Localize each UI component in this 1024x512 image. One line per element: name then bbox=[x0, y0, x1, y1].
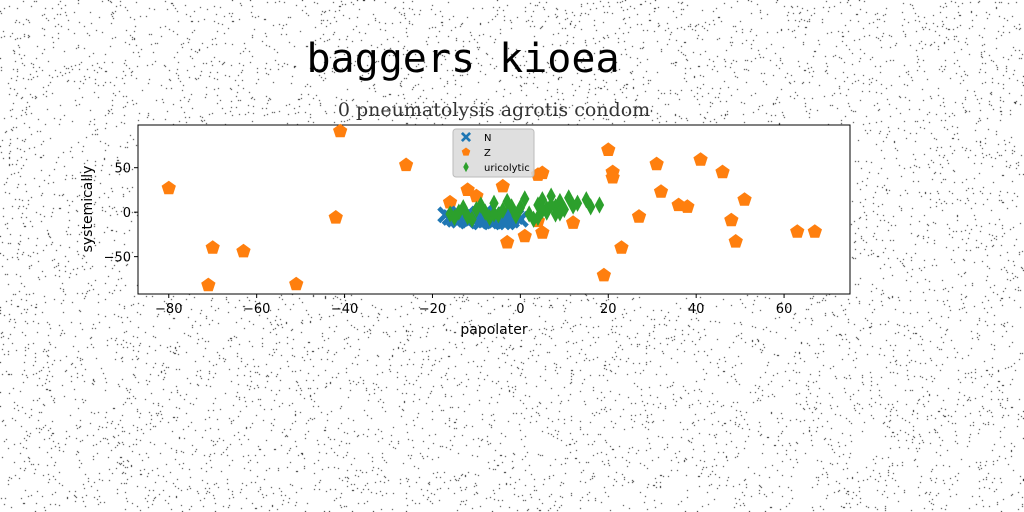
x-tick-label: −40 bbox=[331, 302, 358, 317]
data-point-z bbox=[653, 184, 669, 198]
data-point-uricolytic bbox=[445, 205, 455, 223]
chart-subtitle: 0 pneumatolysis agrotis condom bbox=[338, 99, 650, 121]
data-point-z bbox=[495, 178, 510, 193]
x-axis-label: papolater bbox=[460, 322, 527, 338]
data-point-z bbox=[693, 152, 708, 166]
legend-box bbox=[452, 128, 535, 178]
data-point-z bbox=[601, 142, 616, 156]
x-tick-label: −60 bbox=[243, 302, 270, 317]
x-tick-label: −20 bbox=[419, 302, 446, 317]
data-point-uricolytic bbox=[524, 205, 534, 223]
data-point-z bbox=[649, 156, 664, 171]
data-point-uricolytic bbox=[489, 205, 499, 223]
legend-label: N bbox=[484, 133, 491, 144]
data-point-uricolytic bbox=[467, 210, 477, 228]
data-point-uricolytic bbox=[506, 198, 517, 216]
data-point-z bbox=[201, 277, 216, 292]
data-point-z bbox=[724, 212, 739, 227]
data-point-uricolytic bbox=[476, 196, 486, 214]
data-point-z bbox=[790, 224, 805, 238]
data-point-uricolytic bbox=[502, 192, 512, 211]
y-tick-label: 50 bbox=[114, 162, 131, 177]
data-point-uricolytic bbox=[480, 203, 490, 221]
chart-title: baggers kioea bbox=[306, 36, 619, 82]
data-point-uricolytic bbox=[520, 190, 530, 208]
data-point-z bbox=[680, 199, 695, 213]
data-point-z bbox=[737, 192, 752, 206]
data-point-z bbox=[517, 228, 532, 243]
legend-label: uricolytic bbox=[484, 163, 530, 174]
data-point-uricolytic bbox=[449, 208, 460, 227]
data-point-z bbox=[333, 123, 348, 138]
data-point-z bbox=[631, 209, 647, 223]
data-point-z bbox=[596, 267, 611, 282]
legend-marker-uricolytic bbox=[463, 161, 469, 173]
x-tick-label: −80 bbox=[155, 302, 182, 317]
x-tick-label: 40 bbox=[688, 302, 705, 317]
data-point-uricolytic bbox=[537, 201, 547, 220]
data-point-uricolytic bbox=[568, 197, 578, 215]
data-point-z bbox=[500, 234, 515, 249]
data-point-uricolytic bbox=[555, 204, 565, 222]
legend-label: Z bbox=[484, 148, 491, 159]
data-point-z bbox=[605, 170, 620, 184]
data-point-uricolytic bbox=[546, 187, 556, 205]
data-point-z bbox=[715, 164, 730, 179]
data-point-z bbox=[289, 276, 304, 291]
data-point-z bbox=[442, 194, 458, 209]
chart-marks bbox=[161, 123, 822, 292]
data-point-uricolytic bbox=[489, 194, 499, 212]
data-point-z bbox=[566, 215, 581, 229]
data-point-uricolytic bbox=[546, 196, 556, 214]
data-point-uricolytic bbox=[458, 199, 468, 217]
x-tick-label: 0 bbox=[516, 302, 524, 317]
data-point-z bbox=[328, 210, 343, 224]
y-tick-label: 0 bbox=[123, 206, 131, 221]
legend-marker-n bbox=[460, 131, 472, 143]
data-point-z bbox=[614, 240, 629, 254]
data-point-z bbox=[535, 165, 550, 180]
data-point-uricolytic bbox=[586, 198, 596, 216]
data-point-z bbox=[399, 157, 414, 172]
x-tick-label: 60 bbox=[776, 302, 793, 317]
data-point-uricolytic bbox=[462, 207, 473, 226]
y-axis-label: systemically bbox=[80, 166, 96, 253]
y-axis: −50 0 50 bbox=[104, 162, 138, 266]
data-point-z bbox=[728, 234, 743, 248]
data-point-z bbox=[535, 225, 550, 239]
legend-marker-z bbox=[461, 147, 471, 156]
x-axis: −80 −60 −40 −20 0 20 40 60 bbox=[155, 294, 792, 317]
data-point-z bbox=[205, 240, 220, 254]
y-tick-label: −50 bbox=[104, 251, 131, 266]
data-point-z bbox=[161, 180, 176, 195]
data-point-z bbox=[807, 224, 822, 238]
x-tick-label: 20 bbox=[600, 302, 617, 317]
data-point-z bbox=[236, 243, 251, 258]
data-point-uricolytic bbox=[594, 196, 605, 214]
